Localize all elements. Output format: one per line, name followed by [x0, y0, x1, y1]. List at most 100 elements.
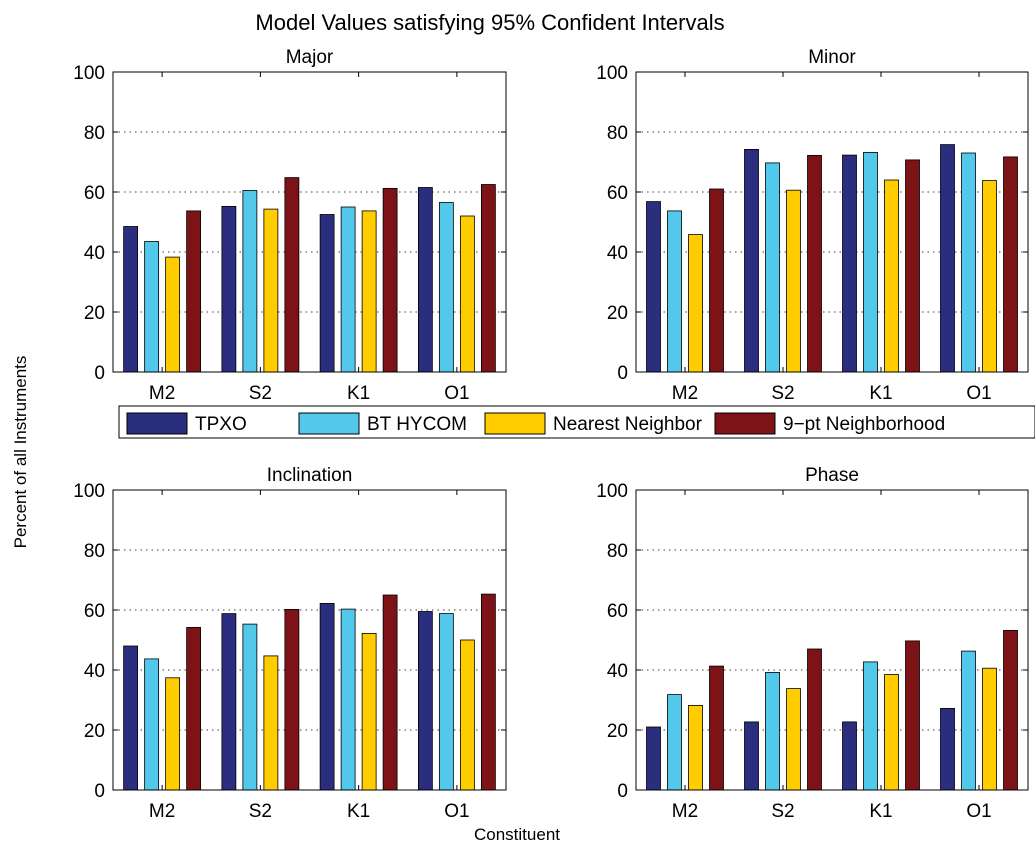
ytick-label-20: 20: [607, 721, 628, 742]
panel-phase: 0 20 40 60 80 100 M2 S2 K1 O1 Phase: [596, 465, 1029, 822]
bar-minor-m2-s4: [709, 188, 724, 373]
bar-inclination-s2-s3: [263, 655, 279, 791]
bar-phase-o1-s4: [1003, 630, 1018, 791]
panel-title-inclination: Inclination: [267, 465, 353, 486]
bar-major-s2-s3: [263, 208, 279, 373]
bar-minor-k1-s1: [842, 154, 857, 373]
legend: TPXO BT HYCOM Nearest Neighbor 9−pt Neig…: [118, 405, 1035, 439]
ytick-label-40: 40: [84, 243, 105, 264]
xtick-label-m2: M2: [149, 801, 175, 822]
xtick-label-o1: O1: [444, 801, 469, 822]
xtick-label-s2: S2: [249, 383, 272, 404]
bar-minor-s2-s1: [744, 148, 759, 373]
bar-major-o1-s3: [459, 215, 475, 373]
ytick-label-80: 80: [607, 123, 628, 144]
legend-swatch-tpxo: [126, 412, 188, 435]
ytick-label-60: 60: [84, 183, 105, 204]
ytick-label-80: 80: [84, 123, 105, 144]
axes-box-inclination: [112, 489, 507, 791]
ytick-label-20: 20: [607, 303, 628, 324]
bar-phase-o1-s2: [961, 650, 976, 791]
bar-phase-k1-s4: [905, 640, 920, 791]
bar-major-k1-s1: [319, 214, 335, 373]
xtick-label-m2: M2: [672, 383, 698, 404]
bar-inclination-m2-s4: [186, 627, 202, 791]
bar-inclination-k1-s3: [361, 633, 377, 791]
bar-major-m2-s4: [186, 210, 202, 373]
xtick-label-k1: K1: [869, 801, 892, 822]
bar-phase-o1-s1: [940, 708, 955, 791]
panel-title-major: Major: [286, 47, 334, 68]
bar-major-s2-s4: [284, 177, 300, 373]
bar-minor-s2-s2: [765, 162, 780, 373]
bar-inclination-k1-s2: [340, 608, 356, 791]
panel-title-phase: Phase: [805, 465, 859, 486]
bar-phase-m2-s2: [667, 694, 682, 791]
bar-minor-m2-s3: [688, 234, 703, 373]
ytick-label-40: 40: [607, 661, 628, 682]
xtick-label-o1: O1: [966, 801, 991, 822]
bar-inclination-m2-s3: [165, 677, 181, 791]
bar-minor-m2-s1: [646, 201, 661, 373]
bar-phase-s2-s2: [765, 672, 780, 791]
bar-major-o1-s4: [480, 184, 496, 373]
panel-minor: 0 20 40 60 80 100 M2 S2 K1 O1 Minor: [596, 47, 1029, 404]
bar-minor-o1-s4: [1003, 156, 1018, 373]
ytick-label-20: 20: [84, 303, 105, 324]
bar-major-m2-s3: [165, 256, 181, 373]
ytick-label-40: 40: [84, 661, 105, 682]
bar-major-s2-s2: [242, 190, 258, 373]
legend-label-9pt-neighborhood: 9−pt Neighborhood: [783, 414, 945, 435]
bar-major-k1-s2: [340, 206, 356, 373]
xtick-label-s2: S2: [249, 801, 272, 822]
bar-major-s2-s1: [221, 205, 237, 373]
bar-phase-o1-s3: [982, 667, 997, 791]
ytick-label-0: 0: [94, 781, 105, 802]
ytick-label-60: 60: [84, 601, 105, 622]
ytick-label-20: 20: [84, 721, 105, 742]
axes-box-phase: [635, 489, 1029, 791]
ytick-label-60: 60: [607, 183, 628, 204]
bar-minor-k1-s3: [884, 179, 899, 373]
bar-inclination-m2-s2: [144, 658, 160, 791]
xtick-label-k1: K1: [869, 383, 892, 404]
x-axis-label: Constituent: [474, 825, 560, 844]
xtick-label-s2: S2: [771, 801, 794, 822]
legend-swatch-9pt-neighborhood: [714, 412, 776, 435]
bar-minor-s2-s3: [786, 189, 801, 373]
y-axis-label: Percent of all Instruments: [11, 356, 30, 549]
xtick-label-m2: M2: [149, 383, 175, 404]
bar-major-o1-s1: [417, 187, 433, 373]
bar-phase-k1-s1: [842, 721, 857, 791]
bar-minor-o1-s2: [961, 152, 976, 373]
legend-box: [118, 405, 1035, 439]
figure-title: Model Values satisfying 95% Confident In…: [255, 10, 724, 35]
ytick-label-0: 0: [617, 363, 628, 384]
panel-inclination: 0 20 40 60 80 100 M2 S2 K1 O1 Inclination: [73, 465, 507, 822]
bar-phase-s2-s4: [807, 648, 822, 791]
bar-inclination-o1-s2: [438, 613, 454, 791]
ytick-label-60: 60: [607, 601, 628, 622]
bar-minor-k1-s2: [863, 151, 878, 373]
bar-major-k1-s3: [361, 210, 377, 373]
bar-inclination-s2-s2: [242, 623, 258, 791]
bar-minor-m2-s2: [667, 210, 682, 373]
ytick-label-80: 80: [84, 541, 105, 562]
panel-title-minor: Minor: [808, 47, 856, 68]
ytick-label-0: 0: [617, 781, 628, 802]
bar-inclination-s2-s4: [284, 609, 300, 791]
ytick-label-0: 0: [94, 363, 105, 384]
xtick-label-m2: M2: [672, 801, 698, 822]
xtick-label-k1: K1: [347, 801, 370, 822]
bar-inclination-o1-s3: [459, 639, 475, 791]
bar-inclination-k1-s1: [319, 603, 335, 791]
bar-phase-k1-s2: [863, 661, 878, 791]
bar-major-k1-s4: [382, 187, 398, 373]
ytick-label-100: 100: [596, 63, 628, 84]
bar-minor-o1-s3: [982, 180, 997, 373]
bar-inclination-m2-s1: [123, 645, 139, 791]
legend-swatch-nearest-neighbor: [484, 412, 546, 435]
bar-major-o1-s2: [438, 202, 454, 373]
xtick-label-k1: K1: [347, 383, 370, 404]
